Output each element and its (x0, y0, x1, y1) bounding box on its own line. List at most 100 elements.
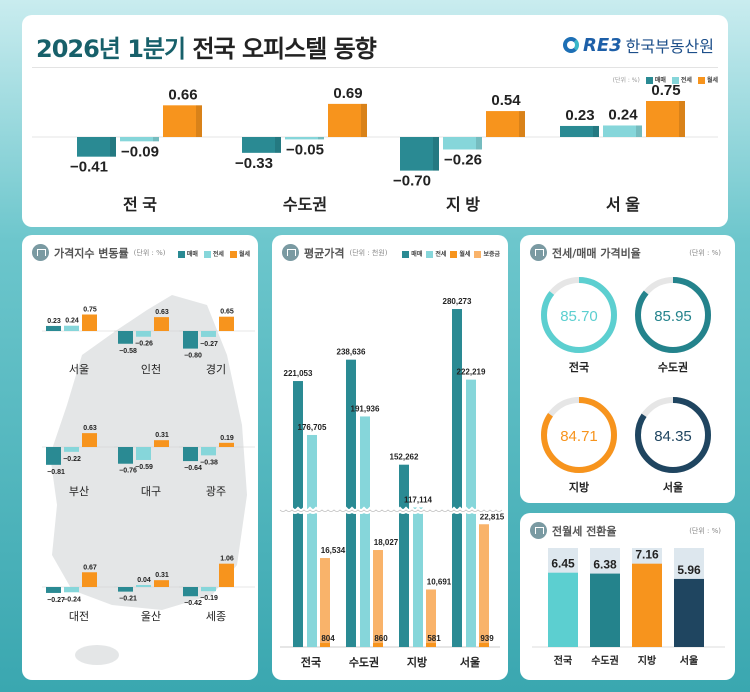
bar-매매 (346, 359, 356, 647)
bar-매매 (183, 331, 198, 349)
bar-매매 (400, 137, 439, 171)
bar-shade (679, 101, 685, 137)
bar-전세 (201, 447, 216, 456)
ring-value: 84.71 (560, 428, 598, 445)
region-label: 울산 (141, 610, 161, 623)
bar-value-label: −0.33 (235, 155, 273, 172)
bar-value-label: 191,936 (351, 404, 380, 413)
category-label: 지 방 (446, 196, 480, 214)
category-label: 수도권 (283, 195, 327, 214)
bar-value-label: 1.06 (220, 556, 234, 563)
bar-value-label: −0.58 (119, 348, 137, 355)
title-main: 전국 오피스텔 동향 (192, 35, 376, 63)
bar-value-label: −0.59 (135, 464, 153, 471)
ring-fill (541, 277, 617, 353)
bar-value (632, 563, 662, 647)
bar-월세 (328, 103, 367, 137)
bar-전세 (201, 331, 216, 337)
avg-price-chart: 221,053 176,705 16,534 804 전국 238,636 191,936 1… (278, 297, 505, 669)
bar-월세 (154, 317, 169, 331)
jeonse-ratio-chart: 85.70 전국 85.95 수도권 84.71 지방 84.35 서울 (541, 277, 711, 494)
ring-fill (541, 397, 617, 473)
bar-value-label: −0.76 (119, 468, 137, 475)
bar-보증금 (373, 550, 383, 647)
bar-전세 (64, 447, 79, 452)
bar-value (674, 578, 704, 647)
unit-label: (단위 : %) (689, 527, 721, 535)
bar-매매 (118, 331, 133, 344)
bar-월세 (219, 563, 234, 587)
bar-value-label: 6.45 (551, 557, 575, 571)
bar-월세 (219, 316, 234, 331)
bar-value-label: 0.24 (65, 318, 79, 325)
summary-panel: 2026년 1분기 전국 오피스텔 동향 RE3 한국부동산원 (단위 : %)… (22, 15, 728, 227)
conversion-panel: 전월세 전환율 (단위 : %) 6.45 전국 6.38 수도권 7.16 지방 5.96… (520, 513, 735, 680)
bar-월세 (163, 105, 202, 137)
bar-전세 (285, 137, 324, 140)
bar-value-label: −0.38 (200, 459, 218, 466)
bar-shade (196, 105, 202, 137)
bar-매매 (560, 125, 599, 137)
chart-icon (530, 522, 547, 539)
category-label: 지방 (638, 654, 657, 667)
bar-매매 (183, 587, 198, 597)
bar-value-label: 0.31 (155, 572, 169, 579)
bar-월세 (646, 101, 685, 137)
bar-월세 (320, 643, 330, 647)
bar-shade (275, 137, 281, 153)
bar-전세 (136, 447, 151, 460)
bar-월세 (82, 433, 97, 447)
page-title: 2026년 1분기 전국 오피스텔 동향 (36, 29, 377, 64)
summary-legend: (단위 : %) 매매 전세 월세 (613, 75, 718, 84)
bar-shade (433, 137, 439, 171)
bar-value-label: 5.96 (677, 563, 701, 577)
bar-shade (318, 137, 324, 140)
bar-value-label: 222,219 (457, 368, 486, 377)
bar-value-label: 0.65 (220, 309, 234, 316)
bar-월세 (426, 643, 436, 647)
bar-월세 (479, 643, 489, 647)
ring-value: 84.35 (654, 428, 692, 445)
jeonse-ratio-panel: 전세/매매 가격비율 (단위 : %) 85.70 전국 85.95 수도권 84.71… (520, 235, 735, 503)
bar-보증금 (320, 558, 330, 647)
bar-shade (593, 125, 599, 137)
ring-value: 85.95 (654, 308, 692, 325)
bar-value-label: −0.42 (184, 600, 202, 607)
bar-shade (153, 137, 159, 142)
bar-value-label: −0.80 (184, 353, 202, 360)
category-label: 지방 (569, 480, 589, 494)
category-label: 수도권 (349, 656, 379, 669)
category-label: 전국 (301, 655, 321, 669)
bar-shade (519, 111, 525, 137)
bar-매매 (118, 587, 133, 592)
category-label: 서 울 (606, 196, 640, 214)
bar-value-label: −0.05 (286, 141, 324, 158)
bar-value-label: 0.75 (651, 82, 680, 99)
chart-icon (32, 244, 49, 261)
region-label: 대구 (141, 485, 161, 498)
divider (32, 67, 718, 68)
bar-value-label: −0.41 (70, 159, 108, 176)
region-label: 인천 (141, 362, 161, 376)
legend-jeonse: 전세 (671, 75, 692, 84)
bar-매매 (77, 137, 116, 157)
jeju-map (75, 645, 119, 665)
bar-value-label: −0.27 (200, 341, 218, 348)
category-label: 서울 (680, 654, 698, 667)
avg-price-panel: 평균가격 (단위 : 천원) 매매 전세 월세 보증금 221,053 176,70… (272, 235, 508, 680)
bar-월세 (373, 643, 383, 647)
conversion-title: 전월세 전환율 (530, 522, 617, 539)
region-label: 대전 (69, 610, 89, 623)
bar-value-label: 280,273 (443, 297, 472, 306)
avg-price-legend: 매매 전세 월세 보증금 (402, 249, 500, 258)
bar-전세 (136, 585, 151, 587)
logo-mark-icon (562, 37, 579, 53)
index-change-title: 가격지수 변동률 (단위 : %) (32, 244, 165, 261)
ring-fill (635, 397, 711, 473)
bar-월세 (82, 572, 97, 587)
summary-chart: −0.41 −0.09 0.66 전 국 −0.33 −0.05 0.69 수도권 −0.70−… (32, 82, 718, 214)
logo: RE3 한국부동산원 (562, 33, 714, 57)
bar-value-label: 18,027 (374, 538, 399, 547)
bar-value-label: −0.24 (63, 596, 81, 603)
category-label: 수도권 (658, 361, 688, 374)
